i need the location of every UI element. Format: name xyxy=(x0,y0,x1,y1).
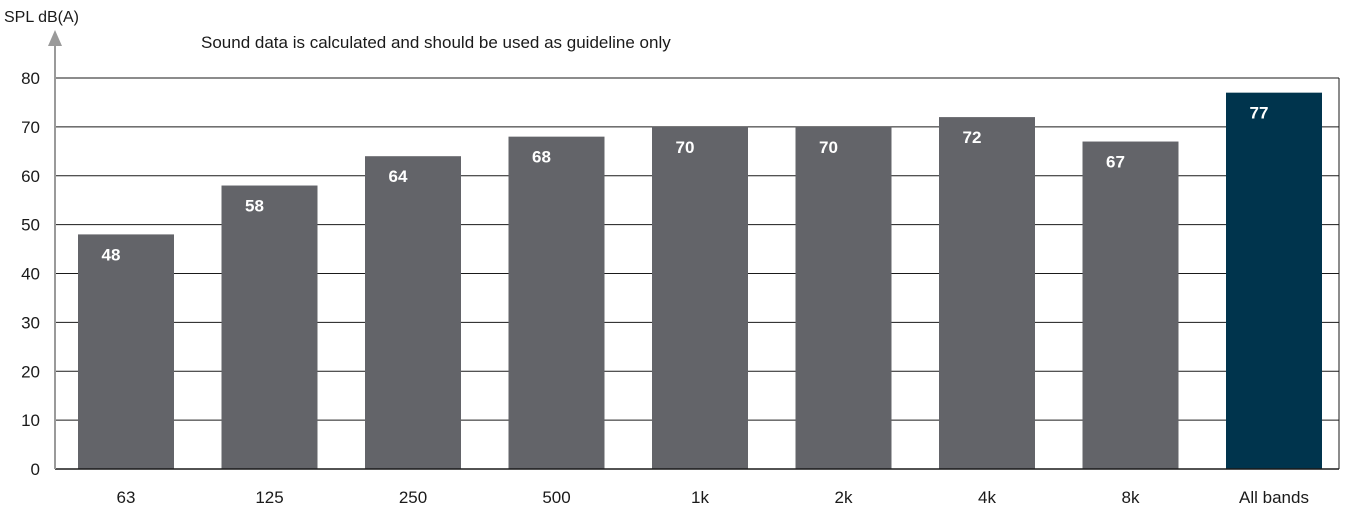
data-label: 68 xyxy=(532,148,551,167)
x-tick-label: 63 xyxy=(117,488,136,507)
y-tick-label: 0 xyxy=(31,460,40,479)
x-tick-label: 1k xyxy=(691,488,709,507)
data-label: 67 xyxy=(1106,153,1125,172)
y-axis-arrow-icon xyxy=(48,30,62,46)
y-tick-label: 80 xyxy=(21,69,40,88)
bar-all-bands xyxy=(1226,92,1322,469)
data-label: 70 xyxy=(676,138,695,157)
bar-4k xyxy=(939,117,1035,469)
x-tick-label: All bands xyxy=(1239,488,1309,507)
axes xyxy=(48,30,1340,470)
data-label: 58 xyxy=(245,197,264,216)
y-tick-label: 20 xyxy=(21,362,40,381)
y-tick-label: 50 xyxy=(21,216,40,235)
data-label: 48 xyxy=(102,245,121,264)
bar-2k xyxy=(795,126,892,469)
y-tick-label: 30 xyxy=(21,313,40,332)
x-tick-label: 250 xyxy=(399,488,427,507)
bar-125 xyxy=(221,185,318,469)
y-tick-label: 70 xyxy=(21,118,40,137)
bar-8k xyxy=(1082,141,1179,469)
bar-1k xyxy=(652,126,748,469)
data-label: 72 xyxy=(963,128,982,147)
data-label: 70 xyxy=(819,138,838,157)
data-label: 77 xyxy=(1250,104,1269,123)
y-tick-label: 40 xyxy=(21,265,40,284)
chart-note: Sound data is calculated and should be u… xyxy=(201,33,671,52)
y-axis-title: SPL dB(A) xyxy=(4,9,79,26)
data-label: 64 xyxy=(389,167,408,186)
x-tick-label: 500 xyxy=(542,488,570,507)
x-tick-label: 4k xyxy=(978,488,996,507)
x-axis-ticks: 63 125 250 500 1k 2k 4k 8k All bands xyxy=(117,488,1309,507)
bar-500 xyxy=(508,136,605,469)
x-tick-label: 2k xyxy=(835,488,853,507)
x-tick-label: 125 xyxy=(255,488,283,507)
x-tick-label: 8k xyxy=(1122,488,1140,507)
data-labels: 48 58 64 68 70 70 72 67 77 xyxy=(102,104,1269,265)
bar-250 xyxy=(365,156,461,469)
y-axis-ticks: 0 10 20 30 40 50 60 70 80 xyxy=(21,69,40,479)
bars xyxy=(78,92,1322,469)
bar-63 xyxy=(78,234,174,469)
y-tick-label: 10 xyxy=(21,411,40,430)
y-tick-label: 60 xyxy=(21,167,40,186)
